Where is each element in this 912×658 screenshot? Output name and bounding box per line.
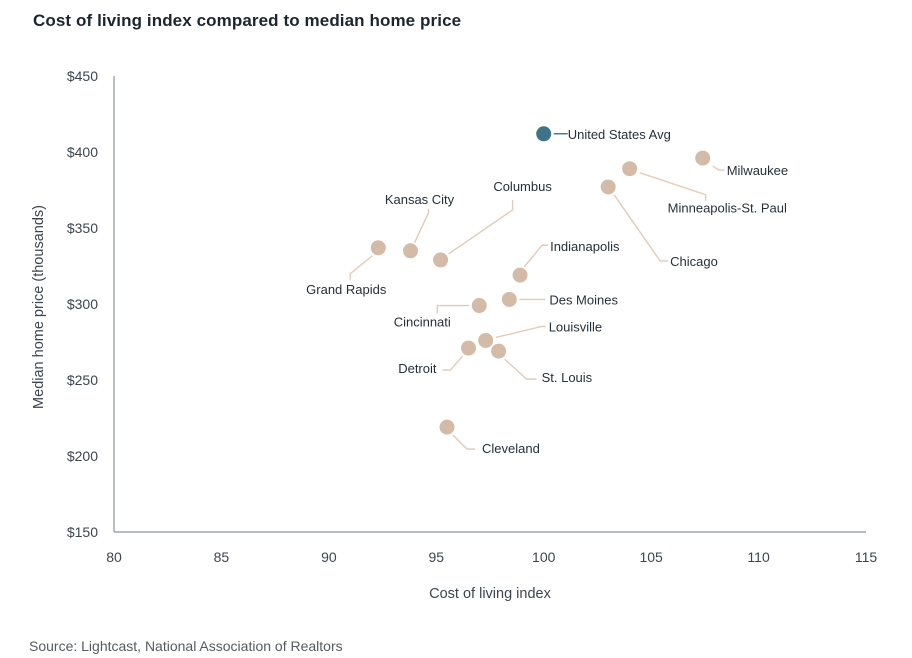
leader-line [613, 194, 669, 262]
data-label: Kansas City [385, 192, 455, 207]
data-label: Minneapolis-St. Paul [668, 201, 787, 216]
data-label: Cincinnati [394, 315, 451, 330]
data-point [491, 343, 507, 359]
leader-line [712, 165, 725, 171]
data-label: Chicago [670, 254, 718, 269]
y-tick-label: $400 [67, 144, 98, 160]
x-tick-label: 90 [321, 549, 337, 565]
leader-line [442, 355, 464, 371]
x-axis-title: Cost of living index [429, 586, 551, 602]
data-label: United States Avg [568, 127, 671, 142]
y-tick-label: $350 [67, 220, 98, 236]
data-label: Grand Rapids [306, 282, 387, 297]
point-labels: United States Avg Milwaukee Minneapolis-St… [306, 127, 788, 456]
x-tick-label: 110 [747, 549, 770, 565]
data-point [370, 240, 386, 256]
data-point [461, 340, 477, 356]
data-point [433, 252, 449, 268]
x-tick-label: 115 [855, 549, 878, 565]
y-tick-label: $250 [67, 372, 98, 388]
data-point-highlight [536, 126, 552, 142]
source-note: Source: Lightcast, National Association … [29, 638, 343, 654]
data-point [622, 161, 638, 177]
x-tick-label: 105 [639, 549, 663, 565]
leader-line [436, 304, 470, 314]
data-label: Des Moines [549, 292, 618, 307]
data-label: Louisville [549, 319, 602, 334]
data-label: Columbus [493, 179, 552, 194]
x-tick-label: 95 [428, 549, 444, 565]
axes: $150 $200 $250 $300 $350 $400 $450 80 85 90 95 100 1… [31, 68, 877, 602]
y-tick-label: $150 [67, 524, 98, 540]
leader-line [349, 255, 373, 280]
data-point [512, 267, 528, 283]
leader-line [413, 208, 430, 244]
y-tick-label: $200 [67, 448, 98, 464]
data-point [478, 332, 494, 348]
leader-line [639, 172, 707, 201]
leader-line [504, 358, 537, 380]
data-label: St. Louis [542, 370, 593, 385]
leader-lines [349, 133, 725, 450]
x-tick-label: 85 [214, 549, 230, 565]
y-axis-title: Median home price (thousands) [31, 205, 47, 409]
leader-line [448, 199, 514, 255]
data-label: Indianapolis [550, 239, 620, 254]
leader-line [495, 325, 546, 339]
chart-title: Cost of living index compared to median … [33, 11, 462, 30]
x-tick-label: 100 [532, 549, 556, 565]
data-point [501, 291, 517, 307]
leader-line [452, 434, 476, 450]
data-label: Cleveland [482, 441, 540, 456]
data-point [471, 298, 487, 314]
leader-line [523, 244, 549, 268]
data-point [439, 419, 455, 435]
data-point [695, 150, 711, 166]
x-tick-label: 80 [106, 549, 122, 565]
y-tick-label: $300 [67, 296, 98, 312]
data-label: Milwaukee [727, 163, 788, 178]
data-points [370, 126, 711, 435]
data-point [600, 179, 616, 195]
data-label: Detroit [398, 361, 437, 376]
y-tick-label: $450 [67, 68, 98, 84]
data-point [403, 243, 419, 259]
